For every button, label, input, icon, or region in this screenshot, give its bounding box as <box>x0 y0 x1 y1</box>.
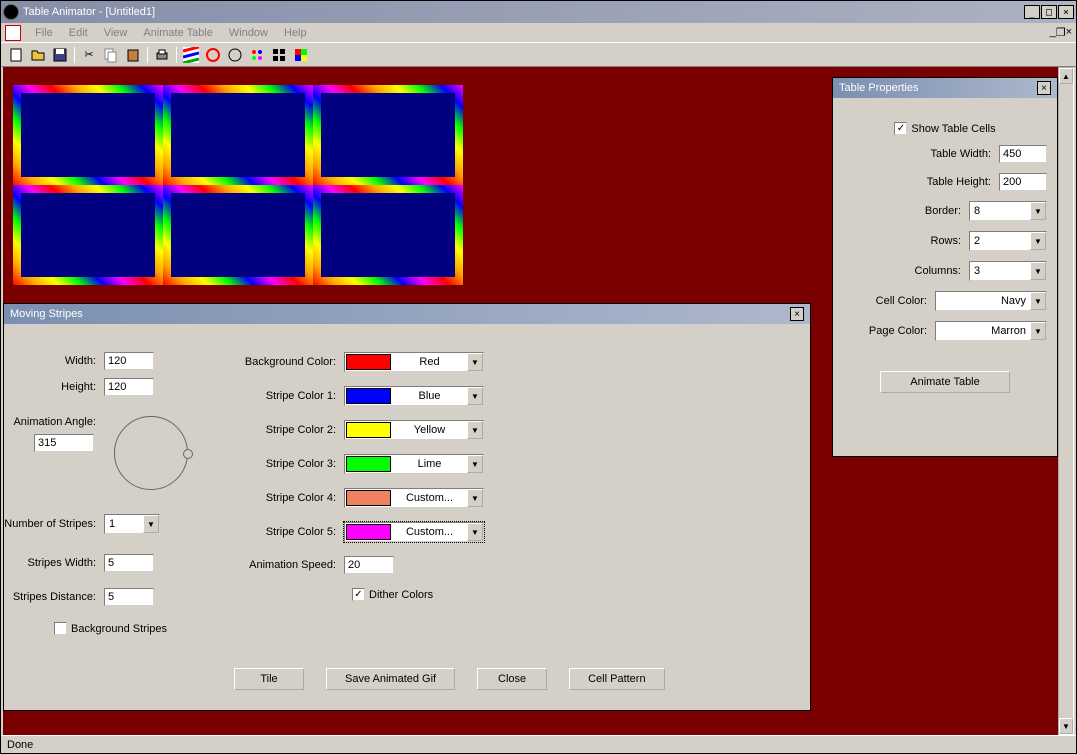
save-gif-button[interactable]: Save Animated Gif <box>326 668 455 690</box>
app-icon <box>3 4 19 20</box>
angle-picker[interactable] <box>114 416 188 490</box>
close-button[interactable]: × <box>1058 5 1074 19</box>
table-cell <box>313 85 463 185</box>
stripes-width-input[interactable] <box>104 554 154 572</box>
color-grid-icon[interactable] <box>291 45 311 65</box>
rows-label: Rows: <box>930 235 969 247</box>
table-preview <box>13 85 463 285</box>
window-title: Table Animator - [Untitled1] <box>23 6 155 18</box>
angle-label: Animation Angle: <box>4 416 104 428</box>
grid-icon[interactable] <box>269 45 289 65</box>
close-button[interactable]: Close <box>477 668 547 690</box>
show-cells-checkbox[interactable]: ✓Show Table Cells <box>894 122 995 135</box>
menu-view[interactable]: View <box>96 25 136 41</box>
c4-dropdown[interactable]: Custom...▼ <box>344 488 484 508</box>
c5-dropdown[interactable]: Custom...▼ <box>344 522 484 542</box>
cell-color-label: Cell Color: <box>876 295 935 307</box>
maximize-button[interactable]: □ <box>1041 5 1057 19</box>
menu-window[interactable]: Window <box>221 25 276 41</box>
menu-animate[interactable]: Animate Table <box>135 25 221 41</box>
tw-label: Table Width: <box>930 148 999 160</box>
cell-color-dropdown[interactable]: Navy▼ <box>935 291 1047 311</box>
c1-label: Stripe Color 1: <box>234 390 344 402</box>
bg-color-dropdown[interactable]: Red▼ <box>344 352 484 372</box>
props-panel-title: Table Properties × <box>833 78 1057 98</box>
dots-icon[interactable] <box>247 45 267 65</box>
stripes-dist-label: Stripes Distance: <box>4 591 104 603</box>
width-label: Width: <box>4 355 104 367</box>
num-stripes-label: Number of Stripes: <box>4 518 104 530</box>
th-label: Table Height: <box>927 176 999 188</box>
stripes-width-label: Stripes Width: <box>4 557 104 569</box>
angle-input[interactable] <box>34 434 94 452</box>
c3-label: Stripe Color 3: <box>234 458 344 470</box>
table-width-input[interactable] <box>999 145 1047 163</box>
table-cell <box>163 185 313 285</box>
speed-label: Animation Speed: <box>234 559 344 571</box>
close-icon[interactable]: × <box>790 307 804 321</box>
mdi-icon <box>5 25 21 41</box>
table-cell <box>313 185 463 285</box>
c5-label: Stripe Color 5: <box>234 526 344 538</box>
print-icon[interactable] <box>152 45 172 65</box>
animate-table-button[interactable]: Animate Table <box>880 371 1010 393</box>
num-stripes-dropdown[interactable]: 1▼ <box>104 514 160 534</box>
save-icon[interactable] <box>50 45 70 65</box>
table-cell <box>163 85 313 185</box>
paste-icon[interactable] <box>123 45 143 65</box>
border-label: Border: <box>925 205 969 217</box>
menubar: File Edit View Animate Table Window Help… <box>1 23 1076 43</box>
circle2-icon[interactable] <box>225 45 245 65</box>
height-input[interactable] <box>104 378 154 396</box>
c3-dropdown[interactable]: Lime▼ <box>344 454 484 474</box>
close-icon[interactable]: × <box>1037 81 1051 95</box>
border-dropdown[interactable]: 8▼ <box>969 201 1047 221</box>
copy-icon[interactable] <box>101 45 121 65</box>
statusbar: Done <box>1 735 1076 753</box>
menu-file[interactable]: File <box>27 25 61 41</box>
moving-stripes-panel: Moving Stripes × Width: Height: Animatio… <box>3 303 811 711</box>
table-cell <box>13 85 163 185</box>
height-label: Height: <box>4 381 104 393</box>
new-icon[interactable] <box>6 45 26 65</box>
tile-button[interactable]: Tile <box>234 668 304 690</box>
cell-pattern-button[interactable]: Cell Pattern <box>569 668 664 690</box>
toolbar: ✂ <box>1 43 1076 67</box>
stripes-dist-input[interactable] <box>104 588 154 606</box>
rows-dropdown[interactable]: 2▼ <box>969 231 1047 251</box>
minimize-button[interactable]: _ <box>1024 5 1040 19</box>
cols-dropdown[interactable]: 3▼ <box>969 261 1047 281</box>
bg-stripes-checkbox[interactable]: Background Stripes <box>54 622 167 635</box>
circle-icon[interactable] <box>203 45 223 65</box>
c2-dropdown[interactable]: Yellow▼ <box>344 420 484 440</box>
cut-icon[interactable]: ✂ <box>79 45 99 65</box>
c1-dropdown[interactable]: Blue▼ <box>344 386 484 406</box>
stripes-panel-title: Moving Stripes × <box>4 304 810 324</box>
stripes-icon[interactable] <box>181 45 201 65</box>
c4-label: Stripe Color 4: <box>234 492 344 504</box>
menu-edit[interactable]: Edit <box>61 25 96 41</box>
table-cell <box>13 185 163 285</box>
bg-color-label: Background Color: <box>234 356 344 368</box>
page-color-dropdown[interactable]: Marron▼ <box>935 321 1047 341</box>
open-icon[interactable] <box>28 45 48 65</box>
status-text: Done <box>7 739 33 751</box>
table-properties-panel: Table Properties × ✓Show Table Cells Tab… <box>832 77 1058 457</box>
cols-label: Columns: <box>915 265 969 277</box>
table-height-input[interactable] <box>999 173 1047 191</box>
mdi-close-button[interactable]: × <box>1066 26 1072 39</box>
page-color-label: Page Color: <box>869 325 935 337</box>
speed-input[interactable] <box>344 556 394 574</box>
mdi-restore-button[interactable]: ❐ <box>1056 26 1066 39</box>
workspace: Moving Stripes × Width: Height: Animatio… <box>3 67 1058 735</box>
menu-help[interactable]: Help <box>276 25 315 41</box>
main-window: Table Animator - [Untitled1] _ □ × File … <box>0 0 1077 754</box>
scrollbar-vertical[interactable]: ▲ ▼ <box>1058 67 1074 735</box>
dither-checkbox[interactable]: ✓Dither Colors <box>352 588 433 601</box>
c2-label: Stripe Color 2: <box>234 424 344 436</box>
width-input[interactable] <box>104 352 154 370</box>
titlebar: Table Animator - [Untitled1] _ □ × <box>1 1 1076 23</box>
